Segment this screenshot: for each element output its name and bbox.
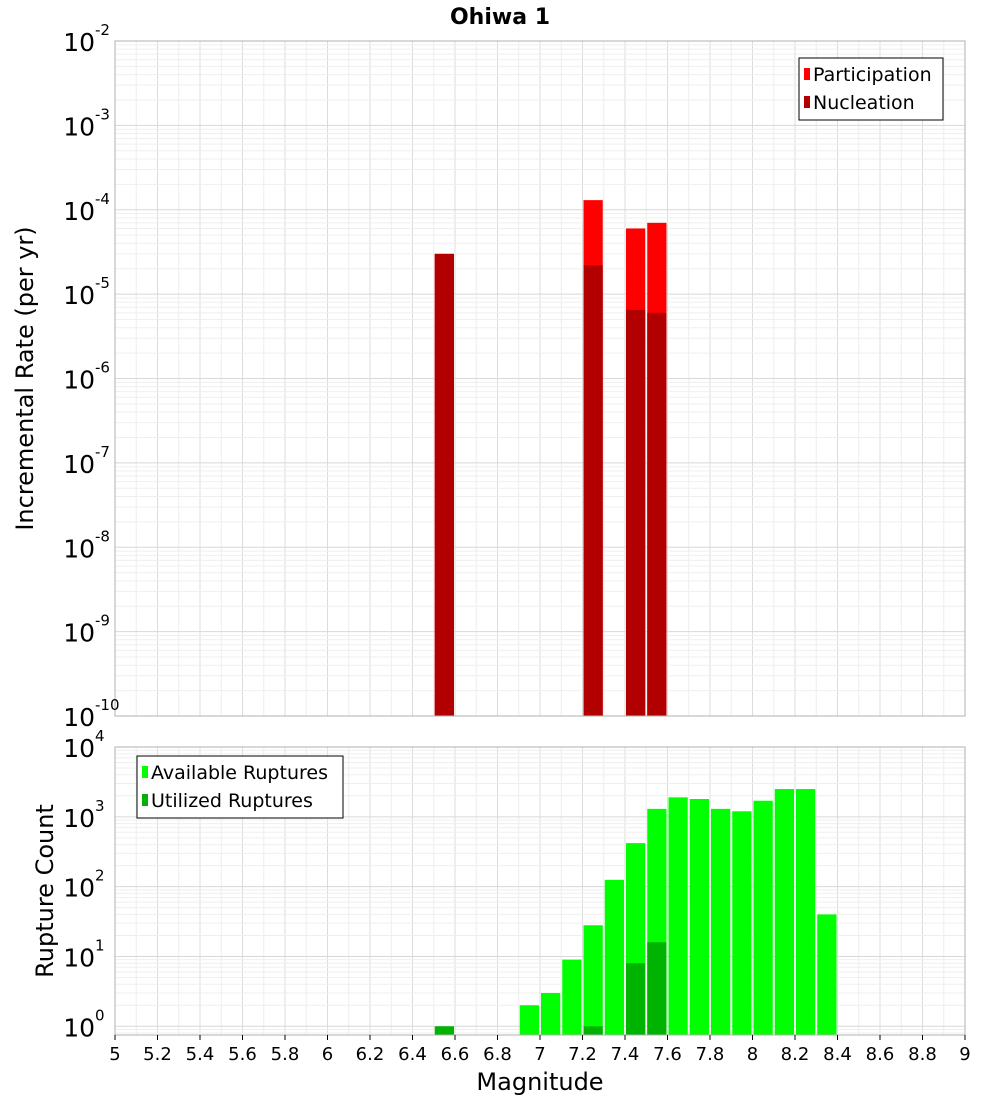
bar-available-ruptures	[817, 914, 837, 1035]
bar-available-ruptures	[668, 797, 688, 1035]
x-tick-label: 5	[109, 1044, 120, 1065]
chart-title: Ohiwa 1	[450, 5, 550, 30]
x-tick-label: 5.2	[143, 1044, 172, 1065]
legend-swatch	[804, 68, 810, 80]
x-tick-label: 8.2	[781, 1044, 810, 1065]
bar-nucleation	[626, 309, 646, 716]
bar-nucleation	[647, 312, 667, 716]
legend-swatch	[142, 766, 148, 778]
bar-available-ruptures	[732, 811, 752, 1035]
bar-utilized-ruptures	[647, 942, 667, 1035]
bar-utilized-ruptures	[434, 1026, 454, 1035]
y-tick-exponent: 0	[95, 1006, 105, 1024]
x-tick-label: 8.4	[823, 1044, 852, 1065]
y-tick-label: 10	[63, 112, 95, 141]
y-axis-title: Incremental Rate (per yr)	[11, 226, 39, 530]
x-tick-label: 8	[747, 1044, 758, 1065]
y-tick-label: 10	[63, 734, 95, 763]
bar-available-ruptures	[562, 959, 582, 1035]
y-tick-exponent: -5	[95, 274, 110, 292]
y-tick-label: 10	[63, 804, 95, 833]
y-tick-exponent: -9	[95, 612, 110, 630]
x-tick-label: 6.2	[356, 1044, 385, 1065]
bar-available-ruptures	[604, 879, 624, 1035]
y-tick-exponent: -10	[95, 696, 120, 714]
y-tick-label: 10	[63, 703, 95, 732]
plot-frame	[114, 40, 966, 717]
bar-available-ruptures	[583, 925, 603, 1035]
y-tick-exponent: -6	[95, 359, 110, 377]
y-axis-title: Rupture Count	[31, 804, 59, 978]
x-tick-label: 6.6	[441, 1044, 470, 1065]
y-tick-label: 10	[63, 450, 95, 479]
y-tick-label: 10	[63, 281, 95, 310]
legend-label: Participation	[813, 64, 932, 86]
x-tick-label: 7.6	[653, 1044, 682, 1065]
y-tick-exponent: -2	[95, 21, 110, 39]
y-tick-label: 10	[63, 1013, 95, 1042]
legend-label: Utilized Ruptures	[151, 790, 313, 812]
x-tick-label: 7.4	[611, 1044, 640, 1065]
legend-box	[136, 755, 344, 819]
x-tick-label: 5.6	[228, 1044, 257, 1065]
x-tick-label: 8.6	[866, 1044, 895, 1065]
y-tick-exponent: 4	[95, 727, 105, 745]
x-tick-label: 7.8	[696, 1044, 725, 1065]
y-tick-exponent: -4	[95, 190, 110, 208]
bar-available-ruptures	[796, 789, 816, 1035]
legend-swatch	[142, 794, 148, 806]
bar-available-ruptures	[689, 798, 709, 1035]
y-tick-label: 10	[63, 874, 95, 903]
bar-nucleation	[583, 265, 603, 716]
y-tick-exponent: -3	[95, 105, 110, 123]
legend-label: Available Ruptures	[151, 762, 328, 784]
y-tick-label: 10	[63, 534, 95, 563]
x-tick-label: 6	[322, 1044, 333, 1065]
bar-utilized-ruptures	[583, 1026, 603, 1035]
bar-available-ruptures	[519, 1005, 539, 1035]
y-tick-exponent: 2	[95, 867, 105, 885]
y-tick-label: 10	[63, 366, 95, 395]
bar-available-ruptures	[541, 992, 561, 1035]
y-tick-exponent: -8	[95, 527, 110, 545]
bar-available-ruptures	[753, 800, 773, 1035]
legend-box	[798, 57, 944, 121]
x-tick-label: 8.8	[908, 1044, 937, 1065]
bar-available-ruptures	[711, 808, 731, 1035]
x-tick-label: 6.8	[483, 1044, 512, 1065]
bar-available-ruptures	[774, 789, 794, 1035]
x-tick-label: 6.4	[398, 1044, 427, 1065]
bar-utilized-ruptures	[626, 963, 646, 1035]
y-tick-label: 10	[63, 619, 95, 648]
x-tick-label: 5.8	[271, 1044, 300, 1065]
y-tick-exponent: 1	[95, 936, 105, 954]
y-tick-label: 10	[63, 28, 95, 57]
y-tick-label: 10	[63, 197, 95, 226]
y-tick-label: 10	[63, 943, 95, 972]
legend-label: Nucleation	[813, 92, 915, 114]
legend-swatch	[804, 96, 810, 108]
y-tick-exponent: -7	[95, 443, 110, 461]
x-tick-label: 5.4	[186, 1044, 215, 1065]
x-axis-title: Magnitude	[476, 1068, 603, 1096]
bar-nucleation	[434, 253, 454, 716]
x-tick-label: 9	[959, 1044, 970, 1065]
y-tick-exponent: 3	[95, 797, 105, 815]
x-tick-label: 7.2	[568, 1044, 597, 1065]
x-tick-label: 7	[534, 1044, 545, 1065]
